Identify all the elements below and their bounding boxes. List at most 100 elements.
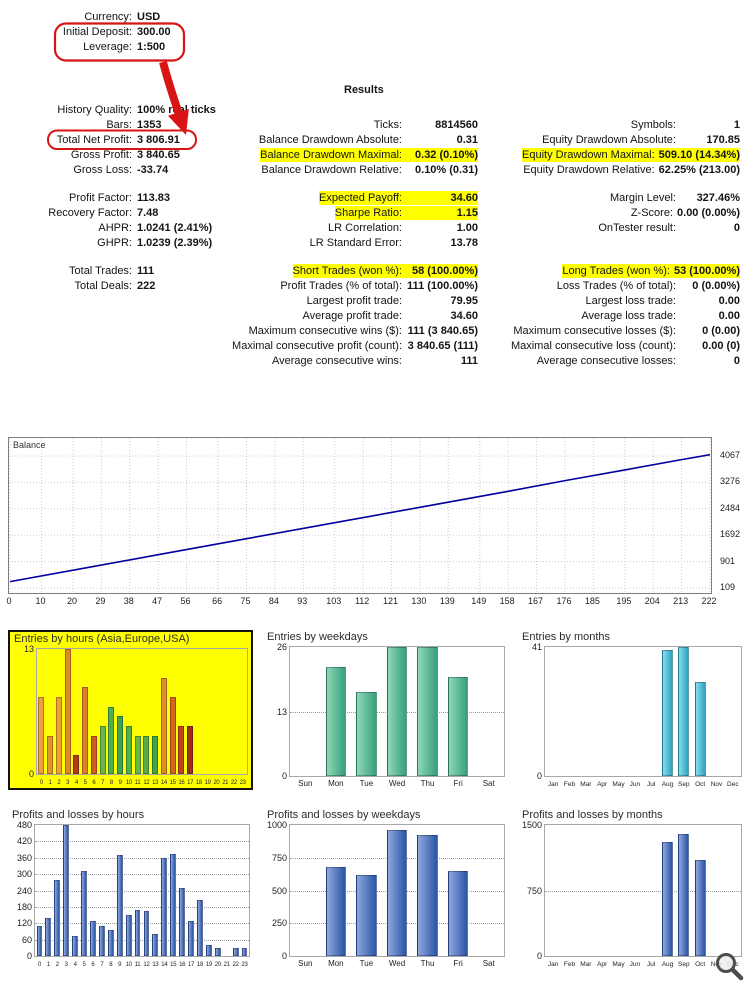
stat-label: Symbols: <box>630 119 676 131</box>
stat-mid: Average consecutive wins: 111 <box>272 354 478 368</box>
stat-value: 0.00 <box>718 310 740 322</box>
stat-mid: Maximum consecutive wins ($): 111 (3 840.… <box>249 324 478 338</box>
bar <box>170 853 177 956</box>
stat-mid-highlighted: Expected Payoff: 34.60 <box>319 191 478 205</box>
chart-tile-profits-by-hours[interactable]: Profits and losses by hours 480 420 360 300 2… <box>8 808 253 970</box>
stats-group-ratios: Profit Factor: 113.83 Expected Payoff: 34.6… <box>0 191 750 251</box>
balance-x-tick: 167 <box>528 596 544 606</box>
stat-left: Gross Profit: 3 840.65 <box>8 148 180 162</box>
x-tick-label: 20 <box>213 780 220 786</box>
x-tick-label: Jun <box>629 961 641 968</box>
stat-left: Currency: USD <box>8 10 160 24</box>
bar <box>356 691 377 776</box>
chart-plot: 26 13 0 Sun Mon Tue Wed Thu Fri Sat <box>277 642 505 788</box>
stat-label: OnTester result: <box>598 222 676 234</box>
x-tick-label: 0 <box>37 962 41 968</box>
bar <box>662 842 673 956</box>
bar <box>143 910 150 956</box>
stat-value: 0 <box>733 222 740 234</box>
x-tick-label: Sat <box>482 779 495 788</box>
bar <box>152 934 159 956</box>
x-tick-label: 3 <box>66 780 70 786</box>
zoom-icon[interactable] <box>713 950 745 982</box>
stat-label: Initial Deposit: <box>62 26 132 38</box>
bar <box>90 920 96 956</box>
stat-label: Average consecutive wins: <box>271 355 402 367</box>
x-tick-label: 2 <box>57 780 61 786</box>
stat-right: Symbols: 1 <box>631 118 740 132</box>
stat-right-highlighted: Equity Drawdown Maximal: 509.10 (14.34%) <box>522 148 740 162</box>
balance-y-tick: 109 <box>720 582 736 592</box>
stat-label: Equity Drawdown Relative: <box>523 164 655 176</box>
stat-value: 79.95 <box>450 295 478 307</box>
stats-row: Bars: 1353 Ticks: 8814560 Symbols: 1 <box>0 118 750 133</box>
stat-label: Total Deals: <box>74 280 132 292</box>
balance-x-tick: 176 <box>556 596 572 606</box>
stat-value: 0.00 (0) <box>702 340 740 352</box>
stat-value: 111 <box>460 355 478 367</box>
balance-y-tick: 3276 <box>720 476 741 487</box>
bar <box>386 647 408 776</box>
x-tick-label: 3 <box>64 962 68 968</box>
y-tick-label: 13 <box>276 706 287 717</box>
stat-left: AHPR: 1.0241 (2.41%) <box>8 221 212 235</box>
x-tick-label: Thu <box>420 959 435 968</box>
bar <box>125 725 132 774</box>
stat-label: Leverage: <box>83 41 132 53</box>
bar <box>417 835 438 956</box>
stat-value: 327.46% <box>696 192 740 204</box>
stat-value: 0.10% (0.31) <box>415 164 478 176</box>
bar <box>417 647 438 776</box>
bar <box>82 687 88 774</box>
chart-plot: 15007500JanFebMarAprMayJunJulAugSepOctNo… <box>522 820 742 968</box>
x-tick-label: 20 <box>214 962 221 968</box>
stat-value: 0.00 <box>718 295 740 307</box>
gridline <box>35 874 249 876</box>
x-tick-label: 9 <box>118 780 122 786</box>
stat-label: LR Correlation: <box>328 222 402 234</box>
stat-label: Bars: <box>106 119 132 131</box>
chart-tile-profits-by-months[interactable]: Profits and losses by months 1500 750 0 Jan F… <box>518 808 745 970</box>
x-tick-label: 17 <box>187 780 194 786</box>
balance-y-tick: 2484 <box>720 502 741 513</box>
stat-label: Average loss trade: <box>581 310 676 322</box>
x-tick-label: Feb <box>563 781 576 788</box>
x-tick-label: 6 <box>92 780 96 786</box>
chart-tile-profits-by-weekdays[interactable]: Profits and losses by weekdays 1000 750 500… <box>263 808 508 970</box>
x-tick-label: Jul <box>647 781 656 788</box>
y-tick-label: 1000 <box>266 820 287 830</box>
chart-tile-entries-by-hours[interactable]: Entries by hours (Asia,Europe,USA) 13 0 0 1 2… <box>8 630 253 790</box>
stat-label: Maximum consecutive wins ($): <box>248 325 402 337</box>
bar <box>81 871 87 956</box>
balance-chart-label: Balance <box>13 440 46 450</box>
stat-mid-highlighted: Balance Drawdown Maximal: 0.32 (0.10%) <box>260 148 478 162</box>
x-tick-label: 9 <box>118 962 122 968</box>
bar <box>63 825 70 956</box>
stat-value: 1353 <box>137 119 162 131</box>
balance-y-tick: 1692 <box>720 529 741 540</box>
stat-label: LR Standard Error: <box>309 237 402 249</box>
stat-label: Z-Score: <box>630 207 674 219</box>
stat-value: 111 (100.00%) <box>407 280 478 292</box>
y-tick-label: 0 <box>536 951 542 961</box>
bar <box>38 697 45 774</box>
bar <box>169 697 176 774</box>
bar <box>116 855 123 956</box>
balance-x-tick: 56 <box>180 596 191 606</box>
balance-x-tick: 66 <box>212 596 223 606</box>
x-tick-label: Apr <box>597 781 608 788</box>
x-tick-label: 8 <box>109 780 113 786</box>
x-tick-label: 4 <box>74 780 78 786</box>
stat-label: Maximal consecutive loss (count): <box>510 340 676 352</box>
balance-x-tick: 149 <box>471 596 487 606</box>
bar <box>134 909 141 956</box>
x-tick-label: Aug <box>661 781 674 788</box>
chart-title: Profits and losses by months <box>522 809 663 821</box>
chart-tile-entries-by-weekdays[interactable]: Entries by weekdays 26 13 0 Sun Mon Tue Wed Thu F… <box>263 630 508 790</box>
gridline <box>545 890 741 892</box>
chart-tile-entries-by-months[interactable]: Entries by months 41 0 Jan Feb Mar Apr May Jun Ju… <box>518 630 745 790</box>
stat-left: History Quality: 100% real ticks <box>8 103 215 117</box>
stats-section: Currency: USD Initial Deposit: 300.00 Levera… <box>0 10 750 369</box>
stat-right: Equity Drawdown Relative: 62.25% (213.00) <box>523 163 740 177</box>
